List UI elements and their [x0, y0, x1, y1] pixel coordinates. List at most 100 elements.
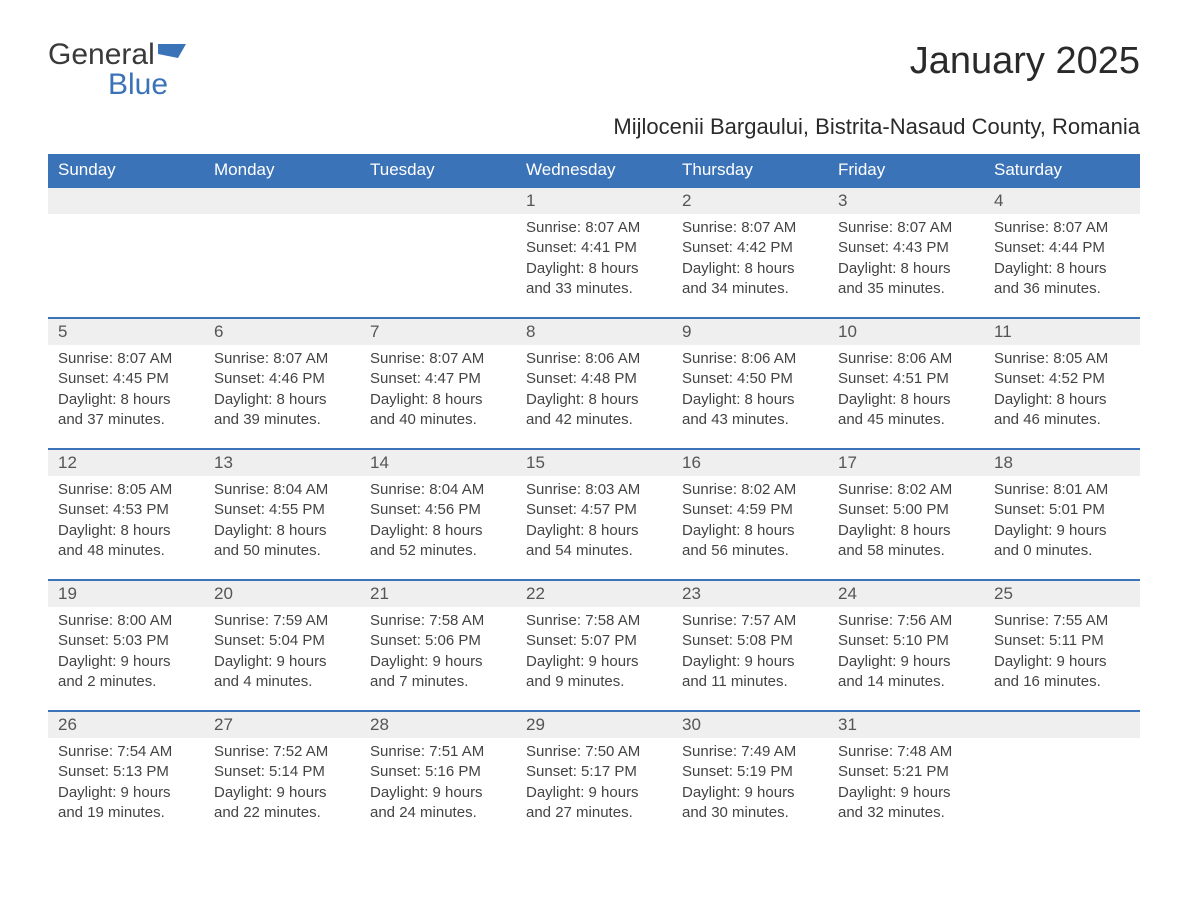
- day-content-cell: Sunrise: 8:04 AMSunset: 4:55 PMDaylight:…: [204, 476, 360, 580]
- day-number-cell: 21: [360, 580, 516, 607]
- day-number-cell: 10: [828, 318, 984, 345]
- daylight-text-1: Daylight: 8 hours: [370, 521, 506, 541]
- sunrise-text: Sunrise: 7:59 AM: [214, 611, 350, 631]
- day-number-cell: 22: [516, 580, 672, 607]
- weekday-header-row: Sunday Monday Tuesday Wednesday Thursday…: [48, 154, 1140, 187]
- day-number-cell: 20: [204, 580, 360, 607]
- daylight-text-2: and 22 minutes.: [214, 803, 350, 823]
- daylight-text-1: Daylight: 8 hours: [214, 390, 350, 410]
- daylight-text-1: Daylight: 9 hours: [838, 783, 974, 803]
- sunset-text: Sunset: 5:21 PM: [838, 762, 974, 782]
- daylight-text-2: and 40 minutes.: [370, 410, 506, 430]
- sunrise-text: Sunrise: 8:05 AM: [994, 349, 1130, 369]
- daylight-text-2: and 58 minutes.: [838, 541, 974, 561]
- logo: GeneralBlue: [48, 40, 186, 100]
- day-number-cell: 1: [516, 187, 672, 214]
- sunset-text: Sunset: 4:43 PM: [838, 238, 974, 258]
- day-content-cell: Sunrise: 7:49 AMSunset: 5:19 PMDaylight:…: [672, 738, 828, 842]
- sunrise-text: Sunrise: 8:02 AM: [682, 480, 818, 500]
- day-number-row: 19202122232425: [48, 580, 1140, 607]
- day-content-cell: Sunrise: 8:05 AMSunset: 4:53 PMDaylight:…: [48, 476, 204, 580]
- sunset-text: Sunset: 4:57 PM: [526, 500, 662, 520]
- daylight-text-1: Daylight: 9 hours: [526, 783, 662, 803]
- day-number-cell: 24: [828, 580, 984, 607]
- day-content-cell: Sunrise: 8:02 AMSunset: 5:00 PMDaylight:…: [828, 476, 984, 580]
- sunrise-text: Sunrise: 8:07 AM: [838, 218, 974, 238]
- daylight-text-1: Daylight: 9 hours: [370, 783, 506, 803]
- daylight-text-1: Daylight: 8 hours: [838, 259, 974, 279]
- daylight-text-1: Daylight: 9 hours: [838, 652, 974, 672]
- sunrise-text: Sunrise: 8:07 AM: [526, 218, 662, 238]
- weekday-header: Wednesday: [516, 154, 672, 187]
- sunrise-text: Sunrise: 8:00 AM: [58, 611, 194, 631]
- daylight-text-2: and 52 minutes.: [370, 541, 506, 561]
- daylight-text-1: Daylight: 8 hours: [838, 521, 974, 541]
- weekday-header: Thursday: [672, 154, 828, 187]
- daylight-text-2: and 35 minutes.: [838, 279, 974, 299]
- day-content-cell: Sunrise: 8:04 AMSunset: 4:56 PMDaylight:…: [360, 476, 516, 580]
- daylight-text-2: and 27 minutes.: [526, 803, 662, 823]
- sunset-text: Sunset: 4:55 PM: [214, 500, 350, 520]
- day-number-cell: 13: [204, 449, 360, 476]
- day-content-cell: [360, 214, 516, 318]
- weekday-header: Friday: [828, 154, 984, 187]
- location-subtitle: Mijlocenii Bargaului, Bistrita-Nasaud Co…: [48, 114, 1140, 140]
- daylight-text-1: Daylight: 8 hours: [214, 521, 350, 541]
- sunset-text: Sunset: 5:10 PM: [838, 631, 974, 651]
- daylight-text-2: and 56 minutes.: [682, 541, 818, 561]
- page-title: January 2025: [910, 40, 1140, 83]
- daylight-text-2: and 16 minutes.: [994, 672, 1130, 692]
- day-number-cell: [984, 711, 1140, 738]
- day-number-cell: 31: [828, 711, 984, 738]
- day-number-cell: [48, 187, 204, 214]
- sunset-text: Sunset: 4:48 PM: [526, 369, 662, 389]
- sunrise-text: Sunrise: 7:57 AM: [682, 611, 818, 631]
- daylight-text-2: and 2 minutes.: [58, 672, 194, 692]
- day-number-cell: 18: [984, 449, 1140, 476]
- day-number-cell: 23: [672, 580, 828, 607]
- day-content-cell: Sunrise: 7:54 AMSunset: 5:13 PMDaylight:…: [48, 738, 204, 842]
- daylight-text-2: and 50 minutes.: [214, 541, 350, 561]
- day-number-cell: 9: [672, 318, 828, 345]
- weekday-header: Monday: [204, 154, 360, 187]
- sunrise-text: Sunrise: 8:07 AM: [58, 349, 194, 369]
- sunset-text: Sunset: 4:50 PM: [682, 369, 818, 389]
- daylight-text-2: and 37 minutes.: [58, 410, 194, 430]
- day-content-cell: Sunrise: 8:00 AMSunset: 5:03 PMDaylight:…: [48, 607, 204, 711]
- day-content-row: Sunrise: 8:00 AMSunset: 5:03 PM Daylight:…: [48, 607, 1140, 711]
- daylight-text-1: Daylight: 9 hours: [526, 652, 662, 672]
- sunrise-text: Sunrise: 8:06 AM: [838, 349, 974, 369]
- sunrise-text: Sunrise: 8:07 AM: [370, 349, 506, 369]
- sunrise-text: Sunrise: 7:58 AM: [526, 611, 662, 631]
- daylight-text-2: and 42 minutes.: [526, 410, 662, 430]
- day-content-cell: Sunrise: 8:07 AMSunset: 4:44 PMDaylight:…: [984, 214, 1140, 318]
- daylight-text-2: and 34 minutes.: [682, 279, 818, 299]
- day-content-cell: Sunrise: 8:07 AMSunset: 4:45 PMDaylight:…: [48, 345, 204, 449]
- daylight-text-2: and 0 minutes.: [994, 541, 1130, 561]
- daylight-text-2: and 30 minutes.: [682, 803, 818, 823]
- daylight-text-2: and 7 minutes.: [370, 672, 506, 692]
- sunset-text: Sunset: 4:53 PM: [58, 500, 194, 520]
- sunset-text: Sunset: 5:16 PM: [370, 762, 506, 782]
- sunset-text: Sunset: 4:56 PM: [370, 500, 506, 520]
- day-content-cell: Sunrise: 7:56 AMSunset: 5:10 PMDaylight:…: [828, 607, 984, 711]
- daylight-text-1: Daylight: 8 hours: [526, 390, 662, 410]
- daylight-text-2: and 39 minutes.: [214, 410, 350, 430]
- daylight-text-2: and 19 minutes.: [58, 803, 194, 823]
- sunrise-text: Sunrise: 7:48 AM: [838, 742, 974, 762]
- daylight-text-1: Daylight: 8 hours: [994, 259, 1130, 279]
- day-number-row: 1234: [48, 187, 1140, 214]
- sunset-text: Sunset: 4:51 PM: [838, 369, 974, 389]
- day-content-cell: Sunrise: 7:57 AMSunset: 5:08 PMDaylight:…: [672, 607, 828, 711]
- day-content-cell: [48, 214, 204, 318]
- sunrise-text: Sunrise: 8:07 AM: [994, 218, 1130, 238]
- day-content-cell: Sunrise: 8:07 AMSunset: 4:46 PMDaylight:…: [204, 345, 360, 449]
- daylight-text-2: and 32 minutes.: [838, 803, 974, 823]
- day-content-cell: Sunrise: 7:58 AMSunset: 5:07 PMDaylight:…: [516, 607, 672, 711]
- daylight-text-1: Daylight: 8 hours: [526, 259, 662, 279]
- sunset-text: Sunset: 5:03 PM: [58, 631, 194, 651]
- sunset-text: Sunset: 5:08 PM: [682, 631, 818, 651]
- daylight-text-1: Daylight: 9 hours: [994, 652, 1130, 672]
- logo-part1: General: [48, 38, 155, 71]
- day-number-cell: 29: [516, 711, 672, 738]
